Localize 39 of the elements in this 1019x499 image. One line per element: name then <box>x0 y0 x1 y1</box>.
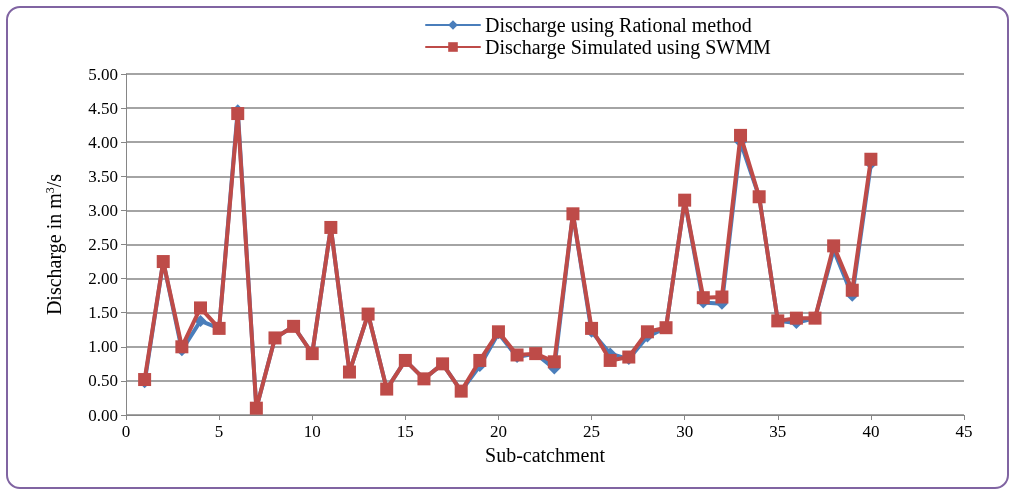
point <box>734 128 748 142</box>
y-tick-label: 5.00 <box>88 64 118 84</box>
x-tick-label: 40 <box>862 422 880 441</box>
point <box>473 353 487 367</box>
y-tick-label: 1.50 <box>88 303 118 323</box>
x-tick-label: 30 <box>676 422 694 441</box>
legend-label: Discharge Simulated using SWMM <box>485 36 771 59</box>
y-axis-title: Discharge in m3/s <box>43 173 66 316</box>
point <box>845 283 859 297</box>
x-tick-label: 45 <box>955 422 973 441</box>
y-tick-label: 0.00 <box>88 405 118 425</box>
point <box>789 311 803 325</box>
x-tick-label: 15 <box>396 422 414 441</box>
x-tick-label: 25 <box>583 422 601 441</box>
point <box>696 291 710 305</box>
point <box>193 301 207 315</box>
point <box>864 152 878 166</box>
y-tick-label: 1.00 <box>88 337 118 357</box>
legend-label: Discharge using Rational method <box>485 14 752 37</box>
y-tick-label: 4.00 <box>88 132 118 152</box>
y-tick-label: 0.50 <box>88 371 118 391</box>
point <box>715 290 729 304</box>
point <box>603 353 617 367</box>
point <box>827 239 841 253</box>
point <box>175 340 189 354</box>
x-tick-label: 0 <box>121 422 131 441</box>
point <box>547 355 561 369</box>
y-tick-label: 3.50 <box>88 166 118 186</box>
x-axis-title: Sub-catchment <box>485 443 606 466</box>
x-tick-label: 20 <box>489 422 507 441</box>
x-tick-label: 5 <box>214 422 224 441</box>
point <box>231 107 245 121</box>
y-tick-label: 4.50 <box>88 98 118 118</box>
x-tick-label: 10 <box>303 422 321 441</box>
x-tick-label: 35 <box>769 422 787 441</box>
point <box>640 325 654 339</box>
y-tick-label: 2.00 <box>88 269 118 289</box>
y-tick-label: 2.50 <box>88 235 118 254</box>
y-tick-label: 3.00 <box>88 200 118 220</box>
